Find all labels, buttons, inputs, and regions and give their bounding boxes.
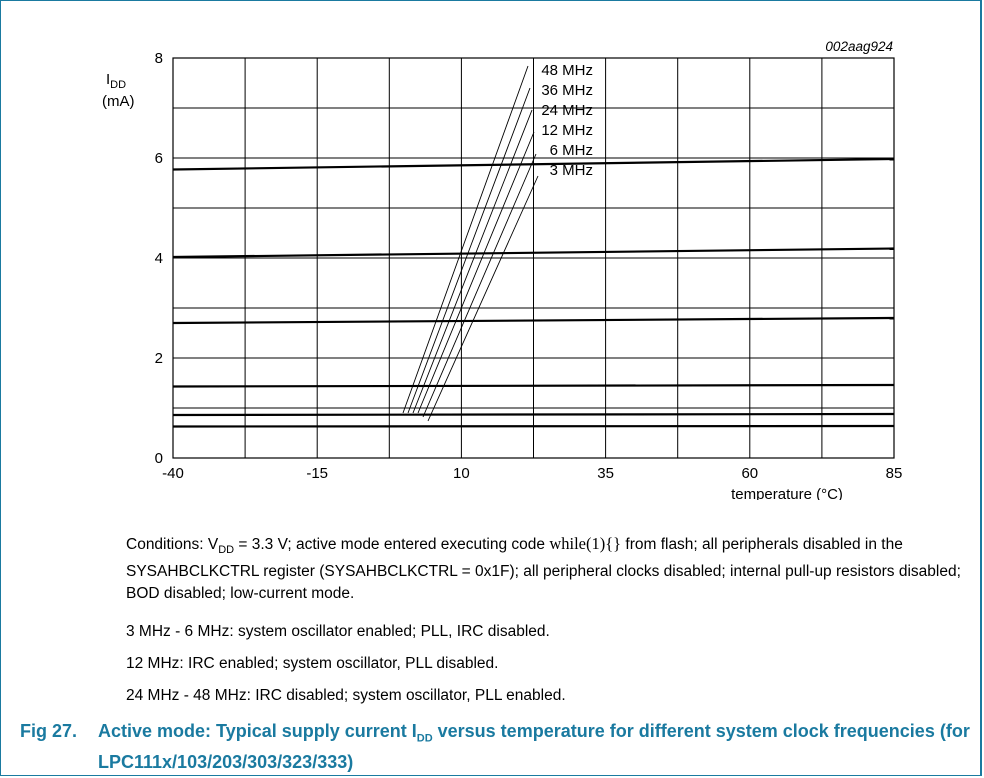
series-lines: [172, 157, 895, 428]
series-label: 6 MHz: [550, 142, 593, 159]
x-axis-label: temperature (°C): [731, 486, 843, 500]
series-line: [172, 157, 895, 171]
x-tick-label: 10: [453, 465, 470, 482]
series-labels: 48 MHz 36 MHz 24 MHz 12 MHz 6 MHz 3 MHz: [541, 62, 593, 179]
y-axis-label: IDD: [106, 71, 126, 91]
x-tick-label: -15: [306, 465, 328, 482]
figure-caption: Fig 27. Active mode: Typical supply curr…: [20, 720, 970, 772]
y-tick-label: 8: [155, 50, 163, 67]
series-label: 3 MHz: [550, 162, 593, 179]
leader-line: [422, 153, 537, 418]
note-24-48mhz: 24 MHz - 48 MHz: IRC disabled; system os…: [126, 687, 566, 704]
y-tick-label: 0: [155, 450, 163, 467]
series-label: 48 MHz: [541, 62, 593, 79]
grid: [172, 57, 895, 459]
figure-number: Fig 27.: [20, 721, 78, 741]
y-tick-label: 6: [155, 150, 163, 167]
conditions-paragraph: Conditions: VDD = 3.3 V; active mode ent…: [126, 534, 961, 603]
y-axis-unit: (mA): [102, 93, 135, 110]
note-12mhz: 12 MHz: IRC enabled; system oscillator, …: [126, 655, 499, 672]
x-tick-label: 85: [886, 465, 903, 482]
series-line: [172, 412, 895, 417]
chart: 48 MHz 36 MHz 24 MHz 12 MHz 6 MHz 3 MHz 0 2 4 6 8…: [102, 39, 903, 500]
series-label: 12 MHz: [541, 122, 593, 139]
leader-line: [412, 109, 533, 414]
leader-line: [407, 87, 531, 414]
leader-line: [402, 65, 529, 414]
series-line: [172, 247, 895, 259]
note-3-6mhz: 3 MHz - 6 MHz: system oscillator enabled…: [126, 623, 550, 640]
series-label: 24 MHz: [541, 102, 593, 119]
leader-line: [427, 175, 539, 422]
y-tick-label: 2: [155, 350, 163, 367]
figure-title: Active mode: Typical supply current IDD …: [98, 721, 970, 772]
series-line: [172, 316, 895, 325]
x-tick-label: -40: [162, 465, 184, 482]
plot-border: [172, 57, 895, 459]
leader-line: [417, 131, 535, 414]
x-tick-label: 35: [597, 465, 614, 482]
x-tick-label: 60: [741, 465, 758, 482]
series-line: [172, 424, 895, 428]
figure-id: 002aag924: [825, 39, 893, 54]
series-leader-lines: [402, 65, 539, 422]
tick-labels: 0 2 4 6 8 -40 -15 10 35 60 85: [155, 50, 903, 482]
series-line: [172, 383, 895, 388]
series-label: 36 MHz: [541, 82, 593, 99]
y-tick-label: 4: [155, 250, 163, 267]
